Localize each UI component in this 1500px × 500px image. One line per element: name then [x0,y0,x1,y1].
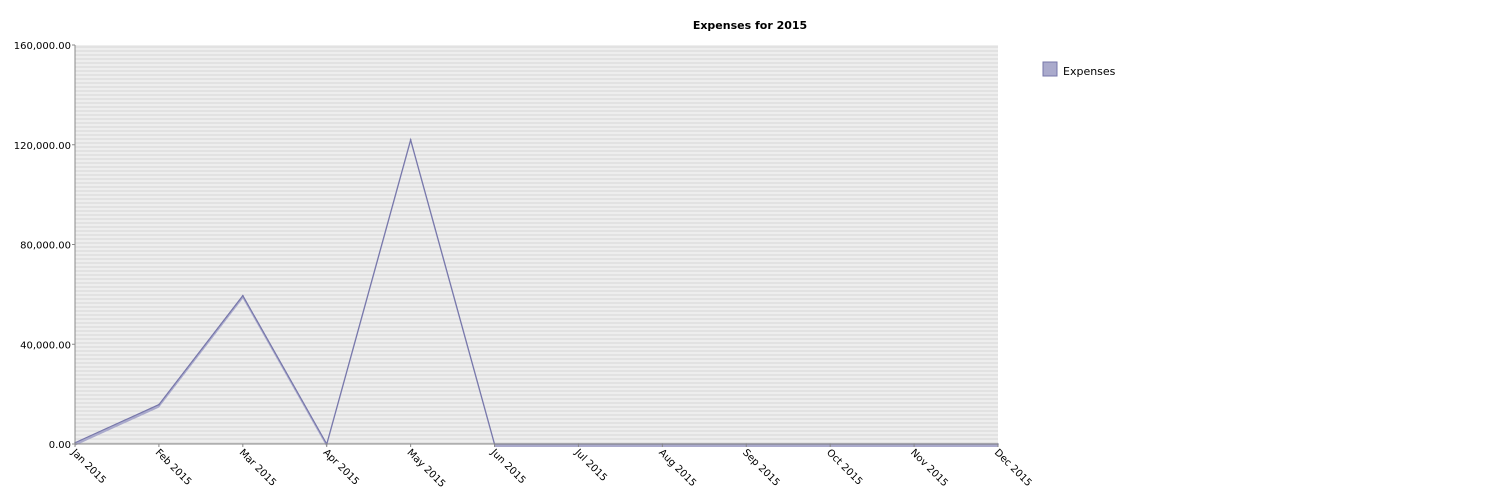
data-point-mar-2015 [242,294,244,297]
x-tick-label: Sep 2015 [740,447,781,488]
data-point-may-2015 [409,138,412,141]
x-tick-label: Jul 2015 [572,447,609,484]
y-tick-label: 80,000.00 [20,241,71,252]
chart-title: Expenses for 2015 [693,19,807,32]
data-point-feb-2015 [158,403,160,406]
x-tick-label: Feb 2015 [153,447,194,488]
y-axis-ticks: 0.00 40,000.00 80,000.00 120,000.00 160,000.… [14,41,75,451]
x-tick-label: Apr 2015 [321,447,361,487]
x-tick-label: Mar 2015 [237,447,278,488]
x-tick-label: Dec 2015 [992,447,1034,489]
plot-background [75,45,998,444]
y-tick-label: 160,000.00 [14,41,71,52]
x-tick-label: Nov 2015 [908,447,950,489]
x-tick-label: Oct 2015 [824,447,864,487]
y-tick-label: 0.00 [49,440,71,451]
x-tick-label: May 2015 [405,447,448,490]
gridlines [75,46,998,444]
legend-swatch-expenses [1042,61,1058,77]
y-tick-label: 40,000.00 [20,340,71,351]
x-axis-ticks: Jan 2015 Feb 2015 Mar 2015 Apr 2015 May 2015… [68,444,1034,490]
legend: Expenses [1042,61,1116,78]
y-tick-label: 120,000.00 [14,141,71,152]
plot-area [75,45,998,444]
x-tick-label: Jan 2015 [68,447,108,487]
x-tick-label: Jun 2015 [488,447,528,487]
x-tick-label: Aug 2015 [656,447,698,489]
legend-label-expenses: Expenses [1063,65,1116,78]
